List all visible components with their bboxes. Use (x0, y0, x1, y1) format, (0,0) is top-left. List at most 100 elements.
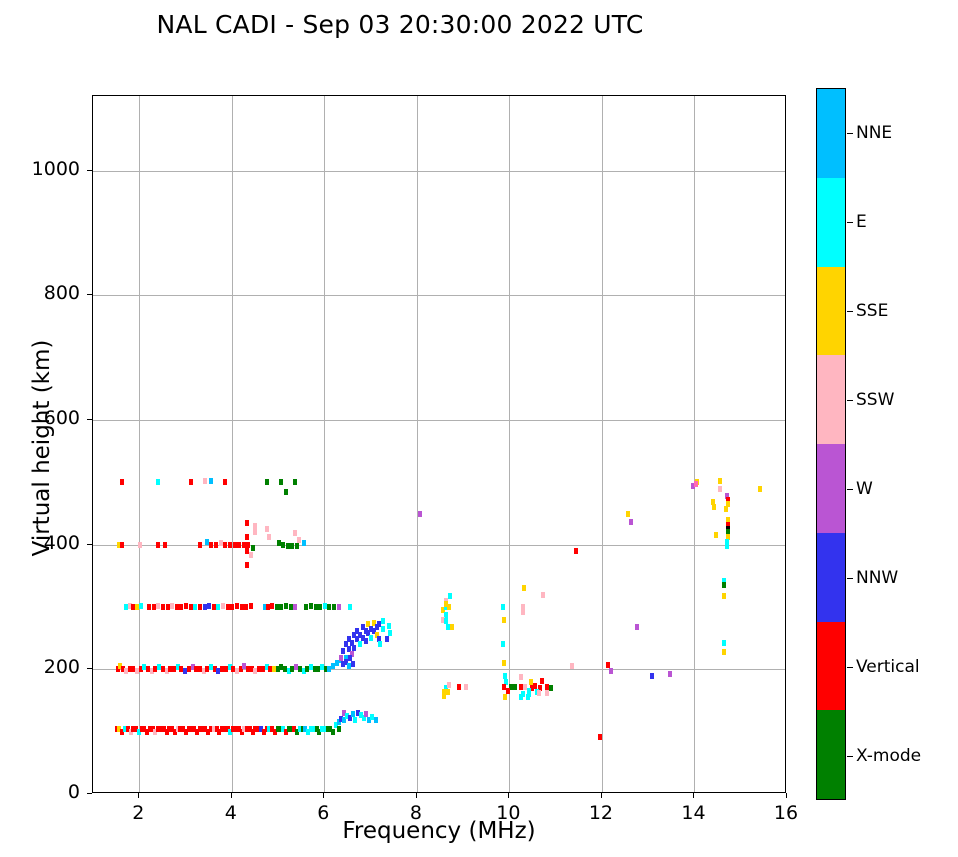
data-point (339, 716, 344, 723)
data-point (360, 635, 365, 642)
data-point (726, 501, 731, 508)
data-point (278, 725, 283, 732)
colorbar-tick (847, 577, 853, 579)
data-point (357, 641, 362, 648)
x-axis-tick-label: 2 (132, 802, 145, 824)
colorbar-segment-sse (817, 266, 845, 356)
data-point (527, 688, 532, 695)
data-point (230, 604, 235, 611)
colorbar-label-e: E (856, 211, 867, 232)
data-point (342, 717, 347, 724)
data-point (331, 728, 336, 735)
data-point (635, 623, 640, 630)
data-point (726, 534, 731, 541)
data-point (726, 525, 731, 532)
data-point (522, 683, 527, 690)
data-point (357, 632, 362, 639)
data-point (194, 666, 199, 673)
data-point (367, 717, 372, 724)
data-point (314, 725, 319, 732)
data-point (123, 668, 128, 675)
data-point (114, 725, 119, 732)
x-axis-tick-label: 14 (681, 802, 706, 824)
data-point (339, 655, 344, 662)
data-point (301, 668, 306, 675)
data-point (160, 666, 165, 673)
data-point (350, 661, 355, 668)
data-point (125, 725, 130, 732)
data-point (175, 664, 180, 671)
data-point (327, 604, 332, 611)
data-point (122, 725, 127, 732)
data-point (318, 604, 323, 611)
data-point (721, 640, 726, 647)
data-point (192, 725, 197, 732)
data-point (528, 678, 533, 685)
data-point (272, 728, 277, 735)
data-point (308, 725, 313, 732)
data-point (304, 604, 309, 611)
data-point (261, 728, 266, 735)
gridline-horizontal (93, 295, 785, 297)
data-point (202, 604, 207, 611)
data-point (366, 621, 371, 628)
data-point (725, 542, 730, 549)
data-point (201, 668, 206, 675)
data-point (352, 644, 357, 651)
data-point (721, 648, 726, 655)
x-axis-tick-label: 4 (224, 802, 237, 824)
data-point (123, 604, 128, 611)
gridline-horizontal (93, 420, 785, 422)
data-point (246, 541, 251, 548)
colorbar-tick (847, 399, 853, 401)
data-point (343, 658, 348, 665)
data-point (328, 725, 333, 732)
data-point (381, 617, 386, 624)
data-point (209, 541, 214, 548)
data-point (156, 479, 161, 486)
data-point (371, 619, 376, 626)
data-point (234, 602, 239, 609)
x-axis-tick (693, 793, 695, 798)
data-point (239, 604, 244, 611)
chart-title: NAL CADI - Sep 03 20:30:00 2022 UTC (156, 10, 644, 39)
data-point (712, 504, 717, 511)
colorbar-tick (847, 488, 853, 490)
data-point (209, 725, 213, 732)
x-axis-tick-label: 8 (409, 802, 422, 824)
data-point (447, 592, 452, 599)
data-point (347, 714, 352, 721)
data-point (231, 666, 236, 673)
data-point (120, 728, 125, 735)
data-point (570, 663, 575, 670)
data-point (536, 690, 541, 697)
data-point (297, 666, 302, 673)
data-point (120, 541, 125, 548)
y-axis-tick (87, 419, 92, 421)
gridline-vertical (416, 96, 418, 792)
data-point (206, 728, 211, 735)
data-point (264, 479, 269, 486)
x-axis-tick-label: 16 (773, 802, 799, 824)
data-point (356, 709, 361, 716)
data-point (548, 685, 553, 692)
data-point (441, 616, 446, 623)
data-point (725, 493, 730, 500)
data-point (172, 728, 177, 735)
data-point (156, 541, 161, 548)
data-point (249, 666, 254, 673)
data-point (625, 510, 630, 517)
data-point (726, 521, 731, 528)
gridline-vertical (231, 96, 233, 792)
data-point (253, 668, 258, 675)
data-point (345, 713, 350, 720)
data-point (724, 505, 729, 512)
data-point (629, 518, 634, 525)
data-point (170, 725, 175, 732)
data-point (501, 641, 506, 648)
data-point (134, 668, 139, 675)
data-point (519, 673, 524, 680)
colorbar-segment-ssw (817, 355, 845, 444)
data-point (241, 541, 246, 548)
colorbar-segment-nne (817, 89, 845, 178)
